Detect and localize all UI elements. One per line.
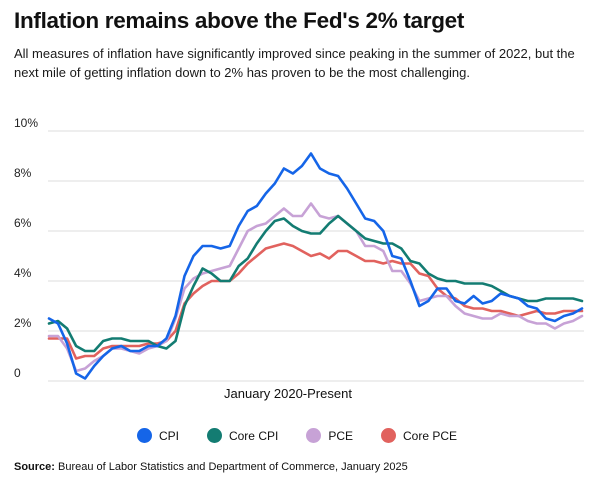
- y-tick-label: 8%: [14, 166, 32, 180]
- y-tick-label: 4%: [14, 266, 32, 280]
- series-line-cpi: [47, 152, 584, 380]
- legend-label: Core CPI: [228, 428, 279, 443]
- source-label: Source:: [14, 461, 55, 473]
- x-axis-label: January 2020-Present: [224, 386, 352, 401]
- series-line-core-pce: [47, 242, 584, 360]
- chart-title: Inflation remains above the Fed's 2% tar…: [14, 8, 465, 33]
- source-note: Source: Bureau of Labor Statistics and D…: [14, 461, 408, 473]
- legend-swatch: [306, 428, 322, 443]
- chart-series: [47, 152, 584, 380]
- legend-item-core-pce: Core PCE: [381, 428, 457, 443]
- legend-item-pce: PCE: [306, 428, 353, 443]
- y-axis-ticks: 0 2% 4% 6% 8% 10%: [14, 116, 38, 380]
- chart-gridlines: [48, 130, 584, 382]
- legend-item-cpi: CPI: [136, 428, 179, 443]
- legend-item-core-cpi: Core CPI: [206, 428, 279, 443]
- y-tick-label: 10%: [14, 116, 38, 130]
- y-tick-label: 2%: [14, 316, 32, 330]
- source-text: Bureau of Labor Statistics and Departmen…: [58, 461, 408, 473]
- legend-swatch: [136, 428, 152, 443]
- y-tick-label: 6%: [14, 216, 32, 230]
- legend-label: PCE: [328, 428, 354, 443]
- y-tick-label: 0: [14, 366, 21, 380]
- legend-label: CPI: [158, 428, 179, 443]
- chart-legend: CPI Core CPI PCE Core PCE: [0, 428, 594, 443]
- legend-swatch: [206, 428, 222, 443]
- legend-label: Core PCE: [403, 428, 458, 443]
- legend-swatch: [381, 428, 397, 443]
- series-line-pce: [47, 202, 584, 373]
- line-chart: 0 2% 4% 6% 8% 10% January 2020-Present: [14, 116, 584, 401]
- chart-subtitle: All measures of inflation have significa…: [14, 46, 575, 80]
- series-line-core-cpi: [47, 214, 584, 353]
